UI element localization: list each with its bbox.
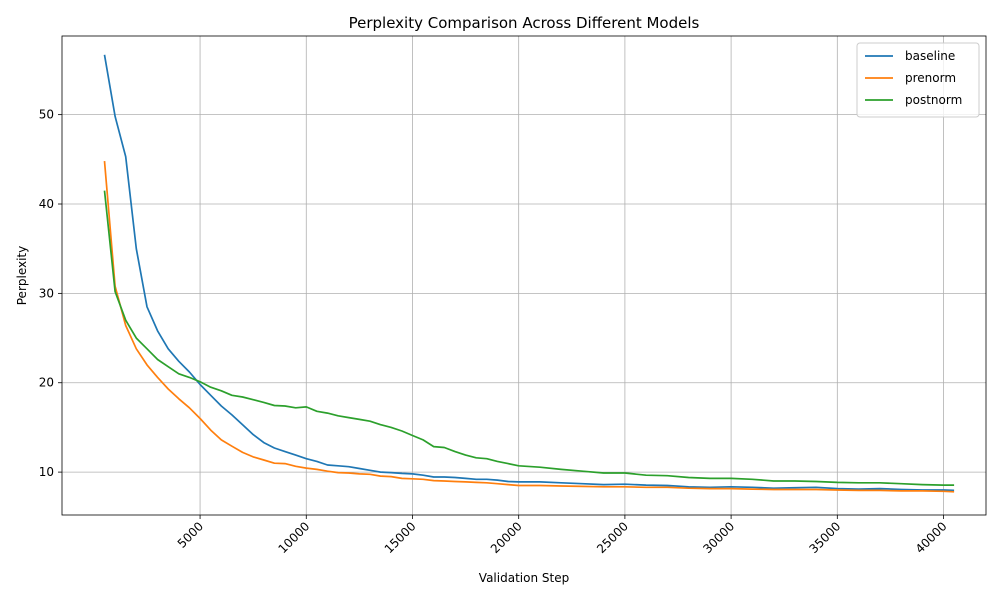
y-axis-ticks: 10 20 30 40 50: [39, 108, 62, 479]
plot-frame: [61, 35, 987, 516]
legend-label-prenorm: prenorm: [905, 71, 956, 85]
y-tick-label: 40: [39, 197, 54, 211]
legend-box: [856, 42, 980, 118]
y-tick-label: 50: [39, 108, 54, 122]
grid-lines: [62, 36, 986, 515]
y-tick-label: 30: [39, 286, 54, 300]
series-line-postnorm: [103, 190, 955, 486]
legend: baseline prenorm postnorm: [856, 42, 980, 118]
chart-title: Perplexity Comparison Across Different M…: [349, 14, 700, 32]
legend-label-baseline: baseline: [905, 49, 955, 63]
y-tick-label: 10: [39, 465, 54, 479]
y-tick-label: 20: [39, 376, 54, 390]
series-line-baseline: [103, 54, 955, 492]
y-axis-label: Perplexity: [15, 246, 29, 306]
series-lines: [103, 54, 955, 493]
legend-label-postnorm: postnorm: [905, 93, 962, 107]
x-axis-label: Validation Step: [479, 571, 569, 585]
series-line-prenorm: [103, 161, 955, 493]
